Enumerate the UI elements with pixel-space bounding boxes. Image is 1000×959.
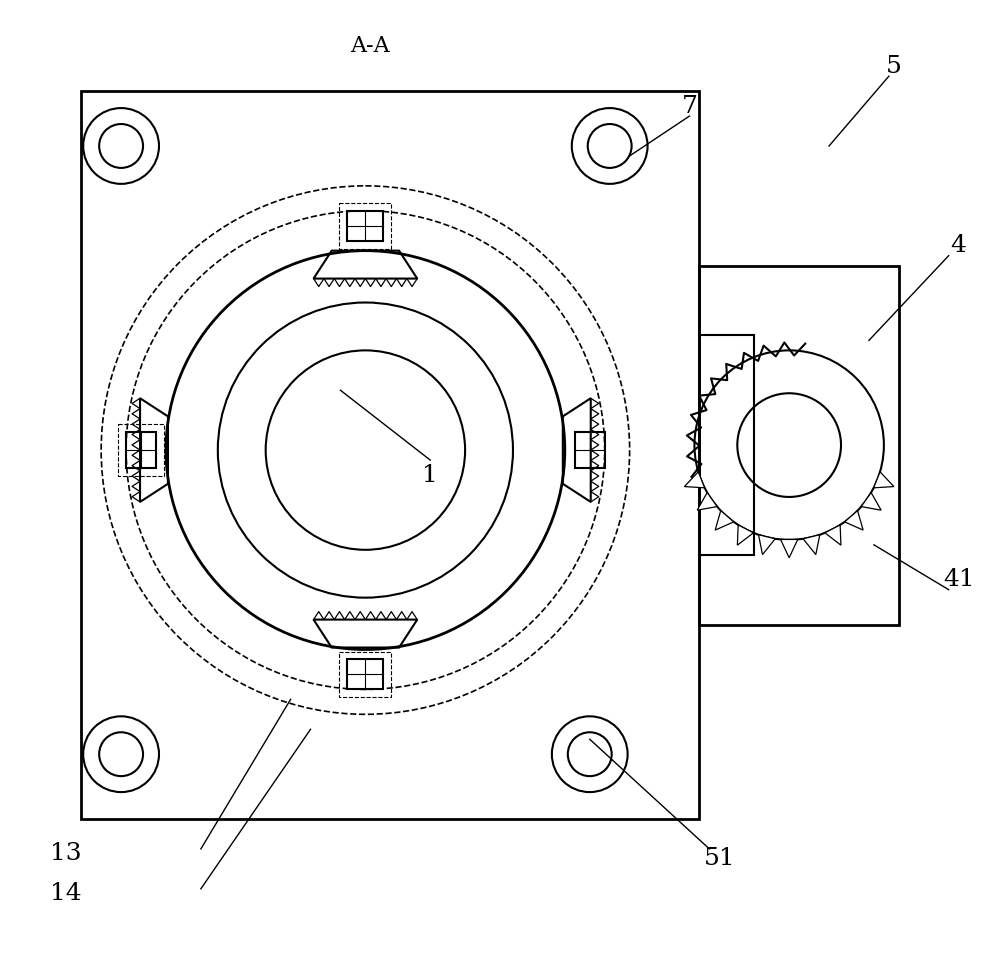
Polygon shape (803, 535, 820, 554)
Text: 51: 51 (704, 848, 735, 871)
Text: 41: 41 (943, 569, 974, 591)
Text: 14: 14 (50, 882, 82, 905)
Polygon shape (697, 493, 717, 510)
Polygon shape (781, 539, 798, 558)
Bar (118, 424, 164, 476)
Text: 5: 5 (886, 55, 902, 78)
Text: A-A: A-A (351, 35, 390, 58)
Bar (339, 651, 391, 697)
Bar (339, 202, 391, 248)
Text: 13: 13 (50, 842, 82, 865)
Bar (699, 266, 899, 624)
Polygon shape (845, 510, 863, 530)
Bar (126, 433, 156, 468)
Polygon shape (715, 510, 734, 530)
Text: 1: 1 (422, 463, 438, 486)
Polygon shape (759, 535, 775, 554)
Bar (347, 660, 383, 690)
Text: 7: 7 (682, 95, 697, 118)
Polygon shape (874, 472, 894, 488)
Bar (81, 91, 699, 819)
Polygon shape (684, 472, 705, 488)
Bar (575, 433, 605, 468)
Bar (347, 211, 383, 241)
Polygon shape (861, 493, 881, 510)
Polygon shape (825, 525, 841, 545)
Polygon shape (737, 525, 753, 545)
Text: 4: 4 (951, 234, 967, 257)
